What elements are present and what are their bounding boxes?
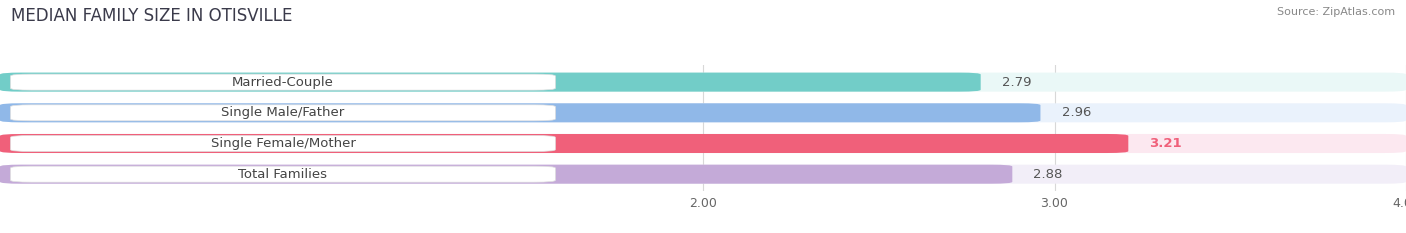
Text: 2.88: 2.88 (1033, 168, 1063, 181)
Text: Single Male/Father: Single Male/Father (221, 106, 344, 119)
Text: MEDIAN FAMILY SIZE IN OTISVILLE: MEDIAN FAMILY SIZE IN OTISVILLE (11, 7, 292, 25)
FancyBboxPatch shape (0, 134, 1129, 153)
FancyBboxPatch shape (0, 103, 1406, 122)
FancyBboxPatch shape (0, 103, 1040, 122)
Text: 3.21: 3.21 (1150, 137, 1182, 150)
FancyBboxPatch shape (0, 73, 1406, 92)
FancyBboxPatch shape (11, 105, 555, 121)
FancyBboxPatch shape (11, 166, 555, 182)
FancyBboxPatch shape (0, 165, 1406, 184)
Text: Total Families: Total Families (239, 168, 328, 181)
Text: Single Female/Mother: Single Female/Mother (211, 137, 356, 150)
FancyBboxPatch shape (11, 136, 555, 151)
Text: Source: ZipAtlas.com: Source: ZipAtlas.com (1277, 7, 1395, 17)
Text: 2.96: 2.96 (1062, 106, 1091, 119)
FancyBboxPatch shape (11, 74, 555, 90)
Text: 2.79: 2.79 (1001, 76, 1031, 89)
FancyBboxPatch shape (0, 134, 1406, 153)
FancyBboxPatch shape (0, 73, 981, 92)
Text: Married-Couple: Married-Couple (232, 76, 333, 89)
FancyBboxPatch shape (0, 165, 1012, 184)
